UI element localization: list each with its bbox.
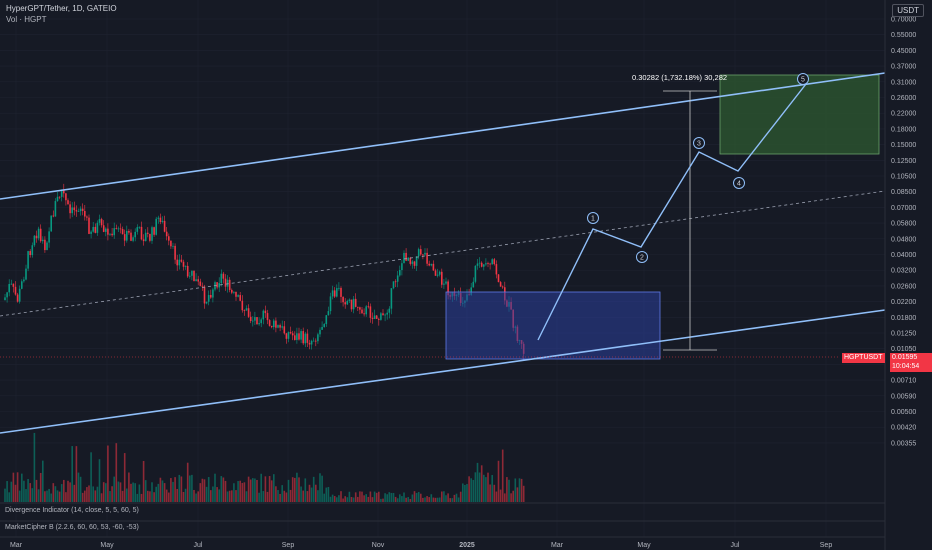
accumulation-zone[interactable] xyxy=(445,291,661,360)
price-tick-label: 0.01050 xyxy=(891,346,916,353)
candlesticks xyxy=(4,183,525,360)
price-tick-label: 0.02600 xyxy=(891,283,916,290)
wave-label: 1 xyxy=(591,216,595,223)
elliott-wave-path[interactable] xyxy=(537,83,807,341)
price-tick-label: 0.55000 xyxy=(891,32,916,39)
price-tick-label: 0.04800 xyxy=(891,236,916,243)
time-tick-label: Jul xyxy=(731,542,740,549)
time-tick-label: May xyxy=(100,542,114,549)
price-tick-label: 0.00590 xyxy=(891,393,916,400)
time-tick-label: Jul xyxy=(194,542,203,549)
volume-legend: Vol · HGPT xyxy=(6,15,47,24)
price-tick-label: 0.05800 xyxy=(891,221,916,228)
price-tick-label: 0.37000 xyxy=(891,64,916,71)
price-tick-label: 0.07000 xyxy=(891,205,916,212)
price-tick-label: 0.31000 xyxy=(891,79,916,86)
price-tick-label: 0.22000 xyxy=(891,111,916,118)
price-tick-label: 0.45000 xyxy=(891,48,916,55)
price-tick-label: 0.03200 xyxy=(891,268,916,275)
time-axis[interactable]: Mar May Jul Sep Nov 2025 Mar May Jul Sep xyxy=(10,542,832,549)
price-tick-label: 0.08500 xyxy=(891,189,916,196)
time-tick-label: Sep xyxy=(282,542,295,549)
price-tick-label: 0.04000 xyxy=(891,252,916,259)
wave-5-marker[interactable] xyxy=(797,73,809,85)
price-tick-label: 0.18000 xyxy=(891,126,916,133)
time-tick-label: Sep xyxy=(820,542,833,549)
wave-label: 2 xyxy=(640,255,644,262)
wave-label: 5 xyxy=(801,77,805,84)
price-tick-label: 0.00420 xyxy=(891,425,916,432)
target-zone[interactable] xyxy=(719,74,880,155)
countdown-tag: 10:04:54 xyxy=(890,362,932,372)
price-axis[interactable]: 0.70000 0.55000 0.45000 0.37000 0.31000 0.260… xyxy=(891,17,916,448)
time-tick-label: Mar xyxy=(10,542,23,549)
grid xyxy=(0,0,885,537)
price-tick-label: 0.00500 xyxy=(891,409,916,416)
volume-bars xyxy=(4,432,525,502)
price-tick-label: 0.02200 xyxy=(891,299,916,306)
wave-label: 4 xyxy=(737,181,741,188)
price-tick-label: 0.15000 xyxy=(891,142,916,149)
symbol-price-tag: HGPTUSDT xyxy=(842,353,885,363)
price-tick-label: 0.01800 xyxy=(891,315,916,322)
measure-label: 0.30282 (1,732.18%) 30,282 xyxy=(632,73,728,82)
time-tick-label: 2025 xyxy=(459,542,475,549)
currency-button[interactable]: USDT xyxy=(892,4,924,17)
indicator-marketcipher[interactable]: MarketCipher B (2.2.6, 60, 60, 53, -60, … xyxy=(5,524,139,531)
time-tick-label: Nov xyxy=(372,542,385,549)
price-tick-label: 0.10500 xyxy=(891,174,916,181)
wave-labels: 1 2 3 4 5 xyxy=(587,73,809,263)
price-tick-label: 0.12500 xyxy=(891,158,916,165)
price-tick-label: 0.00710 xyxy=(891,378,916,385)
wave-4-marker[interactable] xyxy=(733,177,745,189)
channel-lower-line[interactable] xyxy=(0,309,886,434)
channel-midline[interactable] xyxy=(0,190,886,317)
price-tick-label: 0.00355 xyxy=(891,440,916,447)
price-tick-label: 0.26000 xyxy=(891,95,916,102)
wave-label: 3 xyxy=(697,141,701,148)
wave-1-marker[interactable] xyxy=(587,212,599,224)
price-tick-label: 0.70000 xyxy=(891,17,916,24)
time-tick-label: May xyxy=(637,542,651,549)
wave-3-marker[interactable] xyxy=(693,137,705,149)
price-tick-label: 0.01250 xyxy=(891,331,916,338)
time-tick-label: Mar xyxy=(551,542,564,549)
indicator-divergence[interactable]: Divergence Indicator (14, close, 5, 5, 6… xyxy=(5,507,139,514)
wave-2-marker[interactable] xyxy=(636,251,648,263)
last-price-tag: 0.01595 xyxy=(890,353,932,363)
chart-title: HyperGPT/Tether, 1D, GATEIO xyxy=(6,4,117,13)
channel-upper-line[interactable] xyxy=(0,72,886,200)
